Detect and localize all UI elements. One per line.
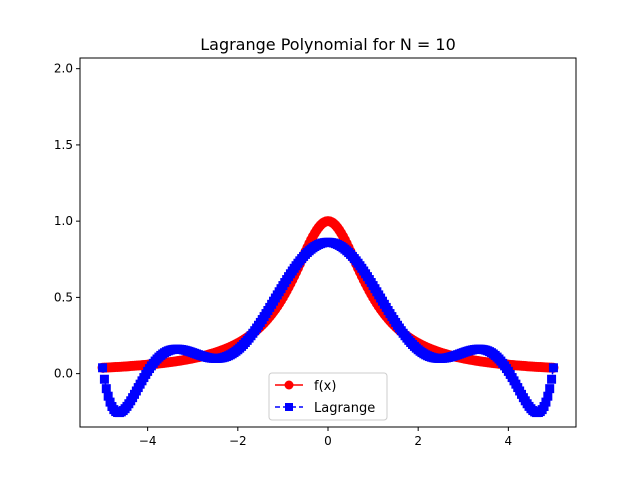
y-tick-label: 1.5 (54, 138, 73, 152)
data-point (541, 397, 551, 407)
x-tick-label: 0 (324, 434, 332, 448)
legend: f(x) Lagrange (268, 372, 388, 421)
data-point (101, 384, 111, 394)
y-tick-label: 0.5 (54, 290, 73, 304)
data-point (103, 391, 113, 401)
legend-marker-lagrange (285, 403, 293, 411)
x-tick-label: 2 (414, 434, 422, 448)
data-point (99, 374, 109, 384)
x-tick-label: 4 (505, 434, 513, 448)
y-tick-label: 0.0 (54, 367, 73, 381)
chart-title: Lagrange Polynomial for N = 10 (200, 35, 456, 54)
data-point (545, 384, 555, 394)
x-axis: −4 −2 0 2 4 (139, 427, 512, 448)
y-tick-label: 1.0 (54, 214, 73, 228)
series-layer (97, 216, 559, 418)
y-tick-label: 2.0 (54, 62, 73, 76)
series-lagrange (98, 237, 558, 418)
y-axis: 0.0 0.5 1.0 1.5 2.0 (54, 62, 80, 381)
data-point (98, 363, 108, 373)
legend-label-lagrange: Lagrange (314, 401, 375, 416)
data-point (548, 363, 558, 373)
legend-label-fx: f(x) (314, 379, 336, 394)
data-point (543, 391, 553, 401)
x-tick-label: −2 (229, 434, 247, 448)
x-tick-label: −4 (139, 434, 157, 448)
data-point (547, 374, 557, 384)
legend-marker-fx (284, 380, 294, 390)
